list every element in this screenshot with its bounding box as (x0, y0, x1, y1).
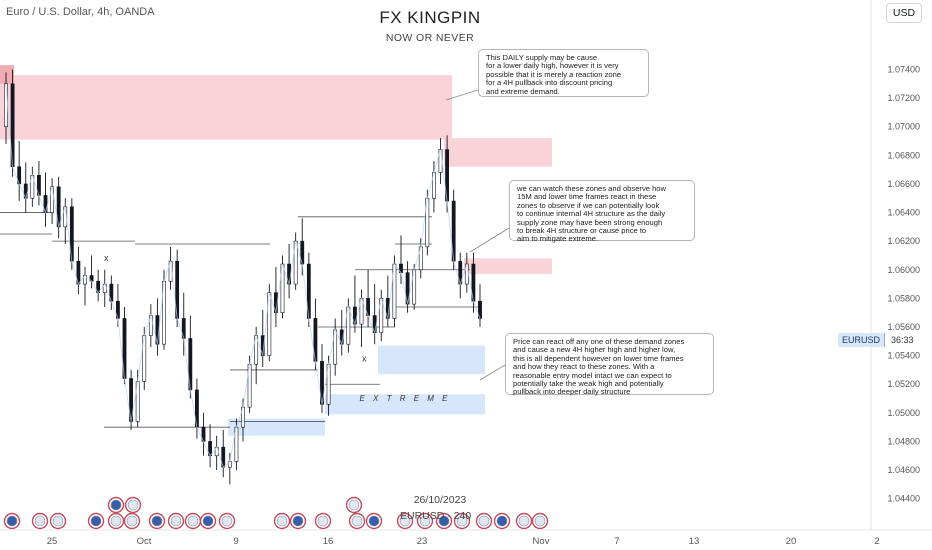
y-tick-label: 1.05200 (887, 379, 920, 389)
structure-mark-2: x (362, 353, 367, 363)
supply-zone-4h-lower (464, 258, 552, 275)
economic-event-flag-icon[interactable] (199, 512, 217, 530)
economic-event-flag-icon[interactable] (107, 496, 125, 514)
economic-event-flag-icon[interactable] (493, 512, 511, 530)
x-tick-label: 16 (323, 536, 334, 547)
economic-event-flag-icon[interactable] (123, 512, 141, 530)
extreme-demand-zone (325, 394, 485, 415)
x-tick-label: 25 (47, 536, 58, 547)
currency-button[interactable]: USD (886, 3, 922, 23)
annotation-pointer-2 (469, 227, 510, 253)
annotation-daily-supply[interactable]: This DAILY supply may be cause for a low… (478, 49, 649, 97)
y-tick-label: 1.04400 (887, 494, 920, 504)
demand-zone-upper (378, 345, 485, 375)
chart-subtitle: NOW OR NEVER (385, 32, 475, 44)
economic-event-flag-icon[interactable] (124, 496, 142, 514)
price-badge: EURUSD 36:33 (838, 333, 920, 347)
economic-event-flag-icon[interactable] (531, 512, 549, 530)
y-tick-label: 1.06000 (887, 265, 920, 275)
y-tick-label: 1.05400 (887, 351, 920, 361)
y-tick-label: 1.06400 (887, 208, 920, 218)
economic-event-flag-icon[interactable] (435, 512, 453, 530)
economic-event-flag-icon[interactable] (314, 512, 332, 530)
x-tick-label: 23 (417, 536, 428, 547)
x-tick-label: Nov (533, 536, 550, 547)
x-tick-label: 7 (614, 536, 619, 547)
economic-event-flag-icon[interactable] (184, 512, 202, 530)
annotation-pointer-3 (479, 364, 506, 381)
economic-event-flag-icon[interactable] (365, 512, 383, 530)
x-tick-label: 2 (874, 536, 879, 547)
chart-title: FX KINGPIN (379, 8, 481, 27)
economic-event-flag-icon[interactable] (475, 512, 493, 530)
y-tick-label: 1.06800 (887, 150, 920, 160)
economic-event-flag-icon[interactable] (218, 512, 236, 530)
annotation-watch-zones[interactable]: we can watch these zones and observe how… (509, 180, 695, 243)
symbol-title[interactable]: Euro / U.S. Dollar, 4h, OANDA (6, 6, 155, 18)
economic-event-flag-icon[interactable] (49, 512, 67, 530)
y-tick-label: 1.05600 (887, 322, 920, 332)
economic-event-flag-icon[interactable] (167, 512, 185, 530)
y-tick-label: 1.06600 (887, 179, 920, 189)
x-tick-label: 20 (786, 536, 797, 547)
y-tick-label: 1.06200 (887, 236, 920, 246)
y-tick-label: 1.04600 (887, 465, 920, 475)
annotation-demand-zones[interactable]: Price can react off any one of these dem… (505, 333, 714, 396)
demand-zone-lower (228, 418, 325, 436)
economic-event-flag-icon[interactable] (107, 512, 125, 530)
symbol-overlay: EURUSD · 240 (400, 510, 472, 522)
extreme-zone-label: E X T R E M E (359, 394, 451, 403)
economic-event-flag-icon[interactable] (3, 512, 21, 530)
x-tick-label: 13 (689, 536, 700, 547)
cursor-date-label: 26/10/2023 (413, 494, 467, 506)
supply-zone-origin (0, 65, 14, 84)
y-tick-label: 1.07000 (887, 122, 920, 132)
economic-event-flag-icon[interactable] (348, 512, 366, 530)
y-tick-label: 1.07400 (887, 64, 920, 74)
price-badge-symbol: EURUSD (838, 333, 885, 347)
annotation-pointer-1 (445, 89, 479, 101)
economic-event-flag-icon[interactable] (87, 512, 105, 530)
candle-body (478, 300, 482, 319)
economic-event-flag-icon[interactable] (289, 512, 307, 530)
economic-event-flag-icon[interactable] (148, 512, 166, 530)
close-price-line (5, 83, 481, 469)
x-tick-label: Oct (137, 536, 152, 547)
candle-body (4, 83, 8, 127)
x-tick-label: 9 (233, 536, 238, 547)
economic-event-flag-icon[interactable] (273, 512, 291, 530)
economic-event-flag-icon[interactable] (453, 512, 471, 530)
structure-mark-1: x (104, 253, 109, 263)
daily-supply-zone (0, 75, 452, 140)
economic-event-flag-icon[interactable] (515, 512, 533, 530)
y-tick-label: 1.05800 (887, 293, 920, 303)
y-tick-label: 1.04800 (887, 436, 920, 446)
price-badge-time: 36:33 (884, 333, 920, 347)
price-axis (871, 0, 932, 530)
economic-event-flag-icon[interactable] (396, 512, 414, 530)
time-axis (0, 530, 932, 550)
y-tick-label: 1.07200 (887, 93, 920, 103)
economic-event-flag-icon[interactable] (345, 496, 363, 514)
y-tick-label: 1.05000 (887, 408, 920, 418)
supply-zone-4h-upper (444, 138, 552, 167)
economic-event-flag-icon[interactable] (416, 512, 434, 530)
economic-event-flag-icon[interactable] (31, 512, 49, 530)
